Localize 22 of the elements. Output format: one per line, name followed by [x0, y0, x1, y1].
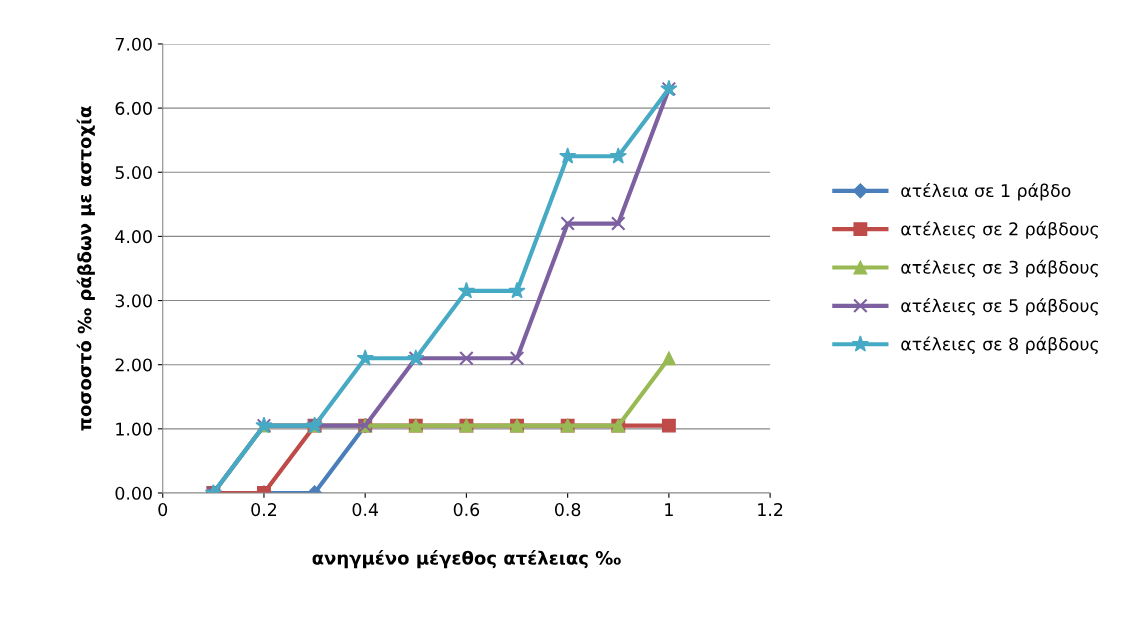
legend-label: ατέλειες σε 8 ράβδους: [901, 336, 1098, 354]
y-tick-label: 1.00: [116, 422, 152, 436]
y-tick-label: 3.00: [115, 294, 152, 308]
x-tick-label: 0.6: [453, 503, 480, 517]
x-tick-label: 0.8: [554, 503, 581, 517]
y-tick-label: 0.00: [115, 486, 152, 500]
y-tick-label: 2.00: [115, 358, 152, 372]
x-tick-label: 0: [158, 503, 168, 517]
x-axis-title: ανηγμένο μέγεθος ατέλειας ‰: [312, 550, 621, 569]
y-tick-label: 7.00: [115, 37, 152, 51]
legend-label: ατέλεια σε 1 ράβδο: [901, 182, 1071, 201]
legend-label: ατέλειες σε 3 ράβδους: [901, 259, 1098, 278]
y-tick-label: 6.00: [115, 101, 152, 115]
x-tick-label: 1.2: [758, 503, 783, 516]
legend-label: ατέλειες σε 2 ράβδους: [901, 221, 1098, 239]
y-axis-title: ποσοστό ‰ ράβδων με αστοχία: [76, 106, 95, 431]
x-tick-label: 1: [665, 503, 673, 516]
y-tick-label: 4.00: [115, 230, 152, 244]
y-tick-label: 5.00: [115, 165, 152, 180]
legend-label: ατέλειες σε 5 ράβδους: [901, 298, 1098, 316]
x-tick-label: 0.2: [251, 503, 277, 517]
x-tick-label: 0.4: [352, 503, 379, 517]
